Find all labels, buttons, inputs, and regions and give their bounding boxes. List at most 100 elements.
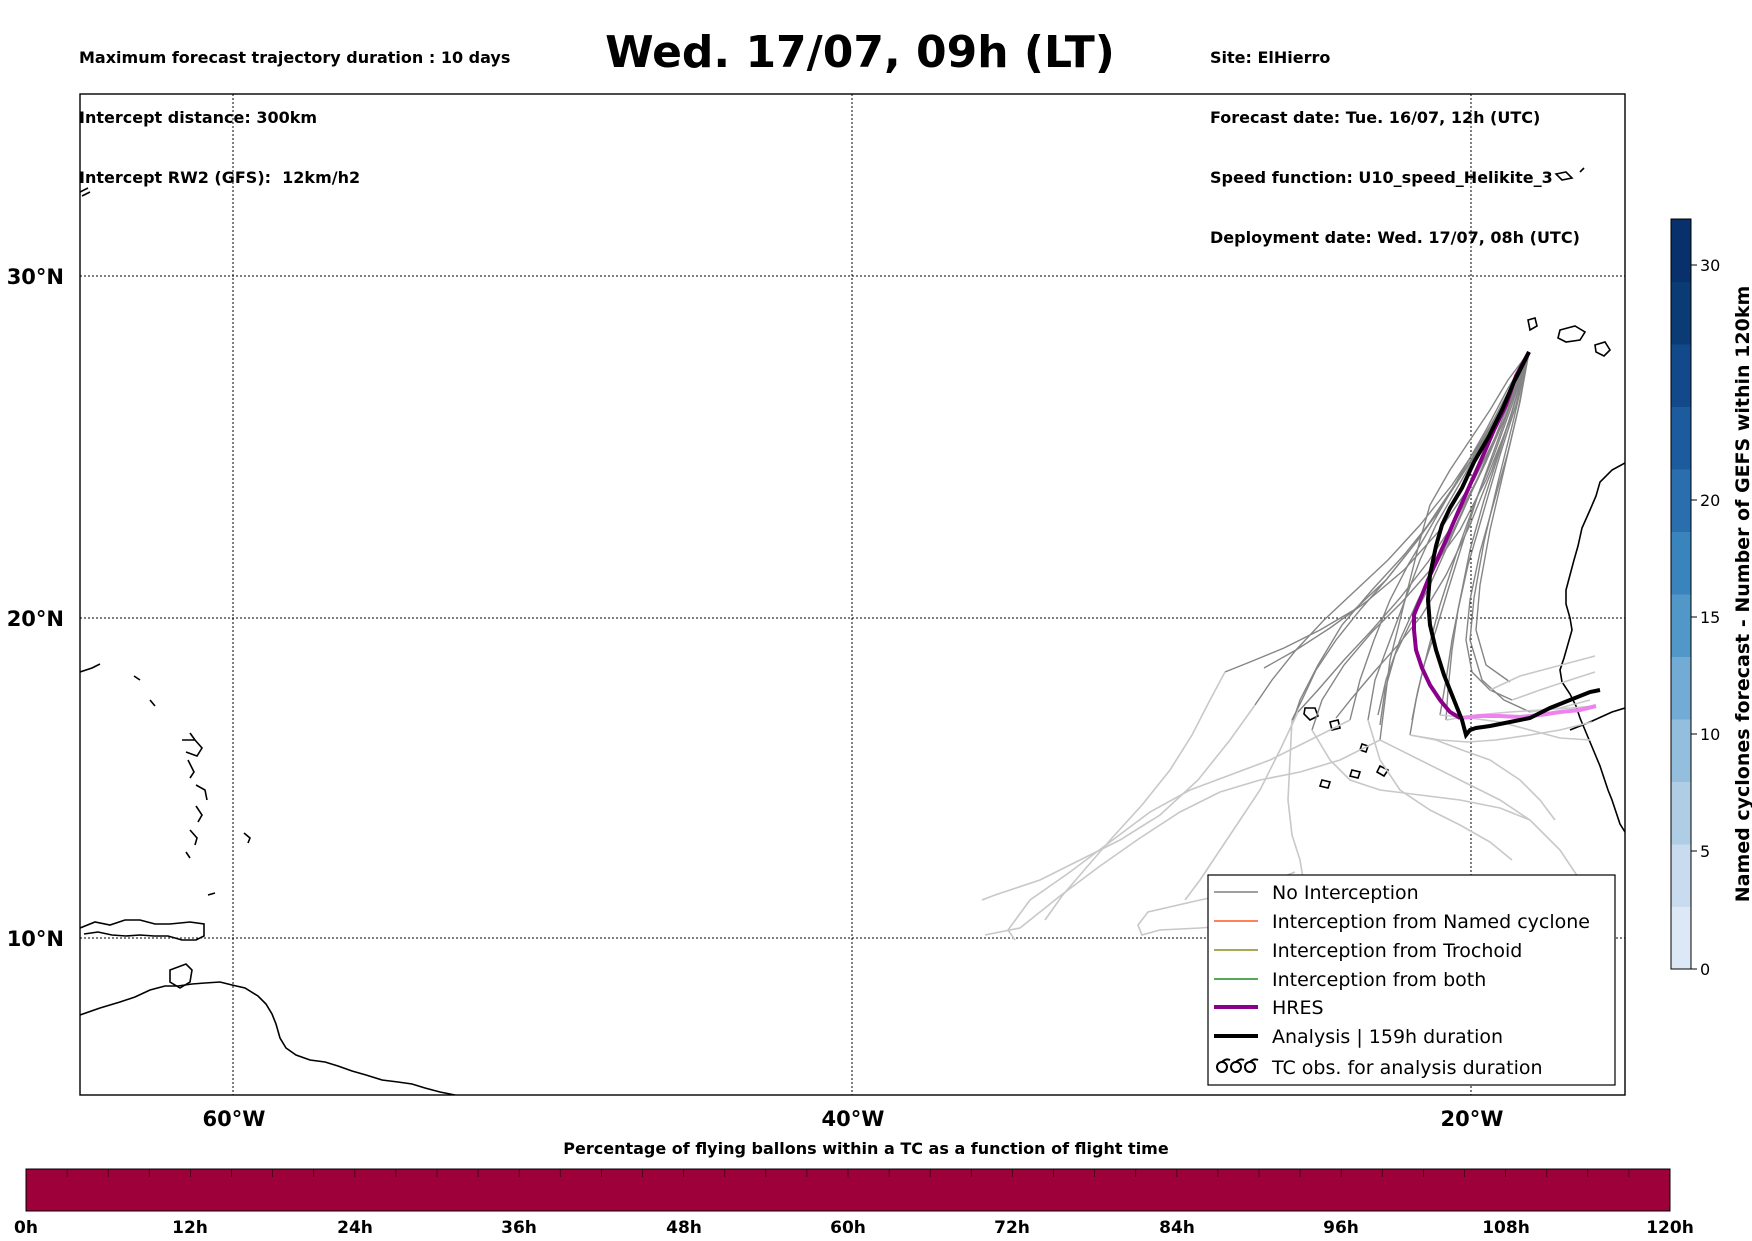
intercept-rw2-text: Intercept RW2 (GFS): 12km/h2 <box>79 168 361 187</box>
legend-label-tc-obs: TC obs. for analysis duration <box>1271 1057 1543 1079</box>
legend-label-no-interception: No Interception <box>1272 882 1419 904</box>
cyclone-colorbar-segment <box>1671 781 1691 845</box>
trajectory-light <box>1489 655 1596 691</box>
cyclone-colorbar-segment <box>1671 406 1691 470</box>
canary-islands <box>1527 317 1612 357</box>
deployment-date-text: Deployment date: Wed. 17/07, 08h (UTC) <box>1210 228 1580 247</box>
puerto-rico-north <box>80 187 91 197</box>
cyclone-colorbar-segment <box>1671 906 1691 970</box>
late-trajectories <box>981 655 1596 941</box>
cyclone-colorbar-frame <box>1670 218 1692 970</box>
lat-label-30n: 30°N <box>7 265 64 289</box>
time-tick-0h: 0h <box>14 1218 38 1238</box>
flight-time-bar-title: Percentage of flying ballons within a TC… <box>563 1139 1169 1158</box>
time-tick-48h: 48h <box>666 1218 702 1238</box>
trajectory-grey <box>1311 351 1530 731</box>
cyclone-colorbar-segment <box>1671 844 1691 907</box>
trajectory-light <box>1184 711 1299 901</box>
trajectory-grey <box>1349 351 1530 721</box>
legend-label-named-cyclone: Interception from Named cyclone <box>1272 911 1590 933</box>
time-tick-12h: 12h <box>172 1218 208 1238</box>
cb-tick-15: 15 <box>1700 608 1720 627</box>
trajectory-light <box>1367 719 1513 861</box>
lat-labels: 30°N 20°N 10°N <box>7 265 64 951</box>
trajectory-grey <box>1297 351 1530 713</box>
time-tick-96h: 96h <box>1323 1218 1359 1238</box>
cyclone-colorbar-ticks: 0 5 10 15 20 30 <box>1691 256 1720 979</box>
time-tick-60h: 60h <box>830 1218 866 1238</box>
time-tick-72h: 72h <box>994 1218 1030 1238</box>
legend-label-trochoid: Interception from Trochoid <box>1272 940 1522 962</box>
forecast-time-title: Wed. 17/07, 09h (LT) <box>605 27 1115 78</box>
legend: No Interception Interception from Named … <box>1207 874 1616 1086</box>
lon-label-40w: 40°W <box>822 1107 885 1131</box>
time-tick-120h: 120h <box>1646 1218 1694 1238</box>
max-duration-text: Maximum forecast trajectory duration : 1… <box>79 48 511 67</box>
lon-label-20w: 20°W <box>1441 1107 1504 1131</box>
cyclone-colorbar-segment <box>1671 719 1691 782</box>
site-text: Site: ElHierro <box>1210 48 1331 67</box>
trajectory-grey <box>1475 351 1530 683</box>
trajectory-grey <box>1379 351 1530 741</box>
trajectory-grey <box>1379 351 1530 726</box>
africa-coast <box>1559 462 1625 833</box>
legend-box <box>1207 874 1616 1086</box>
trajectory-light <box>984 739 1381 936</box>
cyclone-colorbar-segment <box>1671 344 1691 407</box>
header-left-info: Maximum forecast trajectory duration : 1… <box>79 8 510 228</box>
cape-verde-islands <box>1303 707 1390 789</box>
lon-labels: 60°W 40°W 20°W <box>203 1107 1504 1131</box>
trinidad-coast <box>169 963 193 989</box>
cb-tick-20: 20 <box>1700 491 1720 510</box>
lat-label-20n: 20°N <box>7 607 64 631</box>
analysis-track <box>1425 351 1601 740</box>
time-tick-108h: 108h <box>1482 1218 1530 1238</box>
trajectory-light <box>1511 671 1596 701</box>
madeira-islands <box>1554 167 1585 181</box>
cyclone-colorbar <box>1671 219 1691 970</box>
flight-time-ticks: 0h 12h 24h 36h 48h 60h 72h 84h 96h 108h … <box>14 1218 1694 1238</box>
trajectory-light <box>1529 699 1591 713</box>
tc-symbol-icon <box>1216 1058 1259 1073</box>
cyclone-colorbar-segment <box>1671 594 1691 657</box>
trajectory-light <box>1409 734 1556 821</box>
legend-label-hres: HRES <box>1272 997 1324 1019</box>
cb-tick-0: 0 <box>1700 960 1710 979</box>
legend-label-both: Interception from both <box>1272 969 1486 991</box>
trajectory-light <box>1311 729 1531 821</box>
time-tick-84h: 84h <box>1159 1218 1195 1238</box>
ensemble-trajectories <box>1224 351 1531 741</box>
time-tick-36h: 36h <box>501 1218 537 1238</box>
trajectory-light <box>1409 721 1593 743</box>
cyclone-colorbar-segment <box>1671 656 1691 720</box>
trajectory-grey <box>1469 351 1531 713</box>
venezuela-north-coast <box>80 919 205 941</box>
intercept-distance-text: Intercept distance: 300km <box>79 108 318 127</box>
lat-label-10n: 10°N <box>7 927 64 951</box>
cb-tick-30: 30 <box>1700 256 1720 275</box>
trajectory-light <box>1007 719 1351 941</box>
trajectory-grey <box>1289 351 1530 731</box>
cyclone-colorbar-label: Named cyclones forecast - Number of GEFS… <box>1732 286 1752 903</box>
cyclone-colorbar-segment <box>1671 219 1691 282</box>
lon-label-60w: 60°W <box>203 1107 266 1131</box>
trajectory-grey <box>1263 351 1530 669</box>
map-frame <box>79 93 1626 1096</box>
time-tick-24h: 24h <box>337 1218 373 1238</box>
header-right-info: Site: ElHierro Forecast date: Tue. 16/07… <box>1210 8 1580 288</box>
flight-time-bar-dividers <box>66 1169 1630 1177</box>
trajectory-grey <box>1445 351 1530 721</box>
speed-function-text: Speed function: U10_speed_Helikite_3 <box>1210 168 1553 187</box>
trajectory-light <box>981 704 1256 901</box>
cb-tick-5: 5 <box>1700 842 1710 861</box>
cyclone-colorbar-segment <box>1671 531 1691 595</box>
cyclone-colorbar-segment <box>1671 281 1691 345</box>
cyclone-colorbar-segment <box>1671 469 1691 532</box>
lesser-antilles-coast <box>80 663 251 896</box>
gulf-of-guinea-coast <box>1569 707 1625 731</box>
south-america-coast <box>80 981 456 1095</box>
legend-label-analysis: Analysis | 159h duration <box>1272 1026 1503 1048</box>
trajectory-light <box>1044 671 1226 921</box>
